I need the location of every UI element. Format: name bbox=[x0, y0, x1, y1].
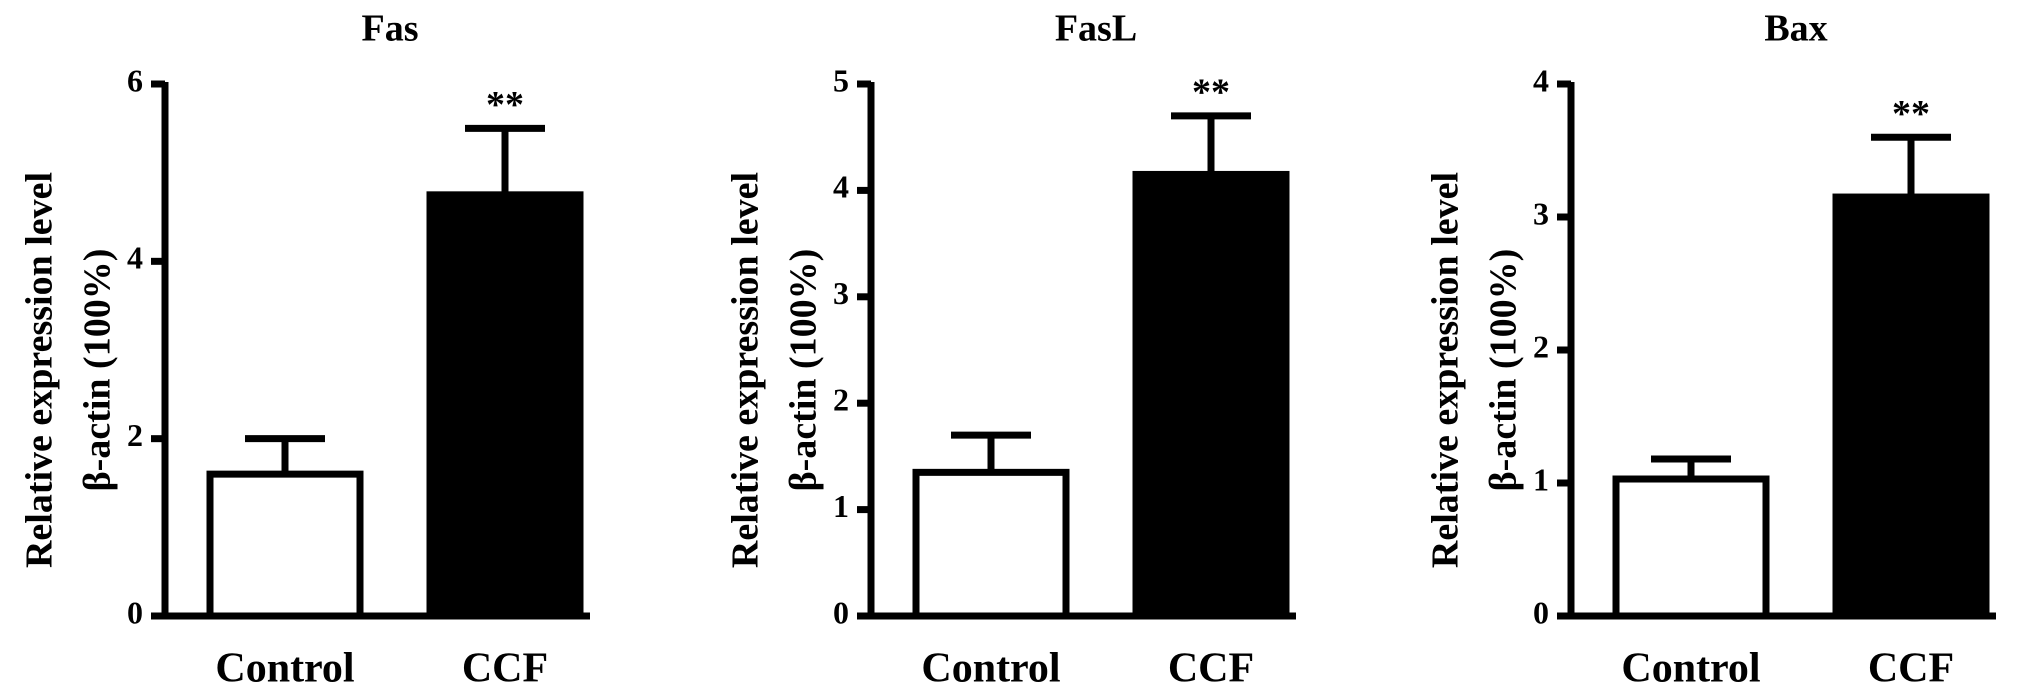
y-tick-label: 1 bbox=[1533, 461, 1549, 497]
y-tick-label: 4 bbox=[833, 169, 849, 205]
y-axis-label: β-actin (100%) bbox=[77, 249, 119, 492]
y-tick-label: 0 bbox=[127, 594, 143, 630]
y-axis-label: Relative expression level bbox=[1425, 172, 1467, 568]
x-tick-label: CCF bbox=[462, 646, 548, 692]
y-axis-label: β-actin (100%) bbox=[1483, 249, 1525, 492]
x-tick-label: Control bbox=[215, 646, 354, 692]
x-tick-label: CCF bbox=[1168, 646, 1254, 692]
y-tick-label: 6 bbox=[127, 62, 143, 98]
significance-label: ** bbox=[1892, 93, 1930, 135]
y-axis-label: β-actin (100%) bbox=[783, 249, 825, 492]
y-tick-label: 0 bbox=[1533, 594, 1549, 630]
y-tick-label: 2 bbox=[833, 382, 849, 418]
bar bbox=[1132, 170, 1290, 620]
significance-label: ** bbox=[1192, 72, 1230, 114]
x-tick-label: Control bbox=[1621, 646, 1760, 692]
y-tick-label: 3 bbox=[1533, 195, 1549, 231]
y-tick-label: 3 bbox=[833, 275, 849, 311]
y-tick-label: 1 bbox=[833, 488, 849, 524]
bar bbox=[206, 470, 364, 620]
chart-title: Fas bbox=[362, 8, 419, 50]
y-tick-label: 5 bbox=[833, 62, 849, 98]
x-tick-label: CCF bbox=[1868, 646, 1954, 692]
y-axis-label: Relative expression level bbox=[725, 172, 767, 568]
bar bbox=[426, 191, 584, 620]
y-tick-label: 4 bbox=[1533, 62, 1549, 98]
y-tick-label: 4 bbox=[127, 240, 143, 276]
bar bbox=[1832, 193, 1990, 620]
bar bbox=[1612, 475, 1770, 620]
chart-title: FasL bbox=[1055, 8, 1137, 50]
y-axis-label: Relative expression level bbox=[19, 172, 61, 568]
y-tick-label: 0 bbox=[833, 594, 849, 630]
chart-title: Bax bbox=[1764, 8, 1827, 50]
significance-label: ** bbox=[486, 84, 524, 126]
y-tick-label: 2 bbox=[1533, 328, 1549, 364]
y-tick-label: 2 bbox=[127, 417, 143, 453]
bar bbox=[912, 468, 1070, 620]
x-tick-label: Control bbox=[921, 646, 1060, 692]
